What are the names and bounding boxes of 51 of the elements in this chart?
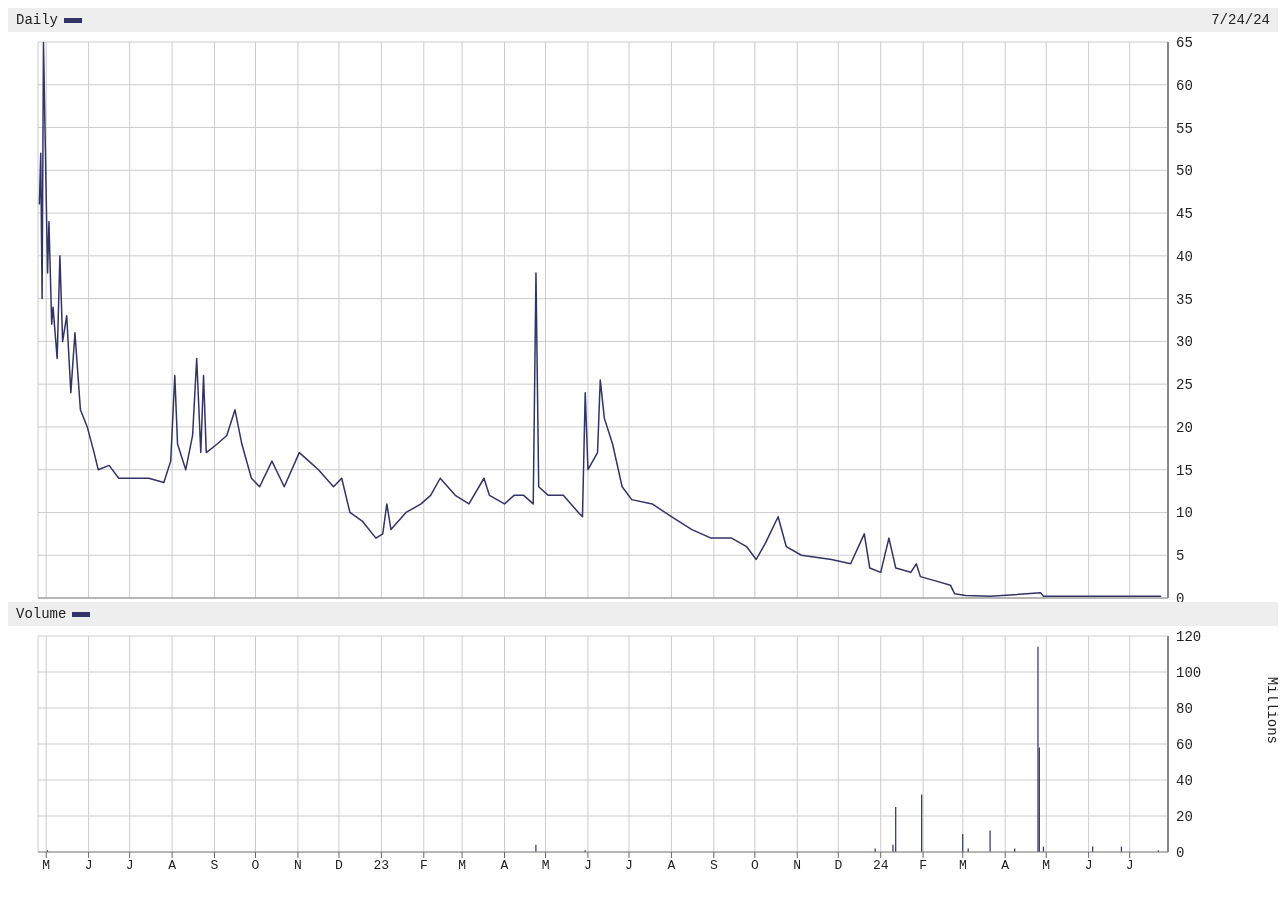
y-tick-label: 10	[1176, 505, 1193, 522]
y-tick-label: 20	[1176, 808, 1193, 825]
x-tick-label: N	[294, 858, 302, 874]
x-tick-label: A	[168, 858, 177, 874]
x-tick-label: 23	[373, 858, 390, 874]
y-tick-label: 40	[1176, 248, 1193, 265]
y-tick-label: 20	[1176, 419, 1193, 436]
y-tick-label: 80	[1176, 700, 1193, 717]
y-tick-label: 0	[1176, 844, 1185, 861]
x-tick-label: A	[667, 858, 676, 874]
legend-label: Volume	[16, 606, 67, 622]
x-tick-label: F	[919, 858, 928, 874]
x-tick-label: J	[84, 858, 93, 874]
y-tick-label: 25	[1176, 377, 1193, 394]
x-tick-label: S	[210, 858, 219, 874]
y-tick-label: 100	[1176, 664, 1202, 681]
y-tick-label: 50	[1176, 163, 1193, 180]
x-tick-label: M	[1042, 858, 1051, 874]
y-tick-label: 55	[1176, 120, 1193, 137]
x-tick-label: J	[1084, 858, 1093, 874]
y-tick-label: 35	[1176, 291, 1193, 308]
y-tick-label: 45	[1176, 206, 1193, 223]
y-axis-title: Millions	[1264, 676, 1281, 744]
x-tick-label: F	[419, 858, 428, 874]
x-tick-label: D	[335, 858, 344, 874]
x-tick-label: M	[958, 858, 967, 874]
x-tick-label: A	[1001, 858, 1010, 874]
x-tick-label: A	[500, 858, 509, 874]
x-tick-label: M	[541, 858, 550, 874]
x-tick-label: O	[251, 858, 260, 874]
y-tick-label: 60	[1176, 77, 1193, 94]
x-tick-label: O	[750, 858, 759, 874]
x-tick-label: D	[834, 858, 843, 874]
x-tick-label: S	[709, 858, 718, 874]
y-tick-label: 30	[1176, 334, 1193, 351]
x-tick-label: J	[625, 858, 633, 874]
text: 7/24/24	[1211, 12, 1270, 28]
x-tick-label: N	[793, 858, 802, 874]
x-tick-label: 24	[872, 858, 889, 874]
y-tick-label: 60	[1176, 736, 1193, 753]
x-tick-label: M	[42, 858, 51, 874]
x-tick-label: J	[125, 858, 134, 874]
y-tick-label: 120	[1176, 628, 1202, 645]
x-tick-label: J	[1125, 858, 1134, 874]
y-tick-label: 40	[1176, 772, 1193, 789]
y-tick-label: 15	[1176, 462, 1193, 479]
y-tick-label: 65	[1176, 34, 1193, 51]
x-tick-label: M	[458, 858, 466, 874]
legend-label: Daily	[16, 12, 59, 28]
x-tick-label: J	[584, 858, 592, 874]
y-tick-label: 5	[1176, 548, 1185, 565]
